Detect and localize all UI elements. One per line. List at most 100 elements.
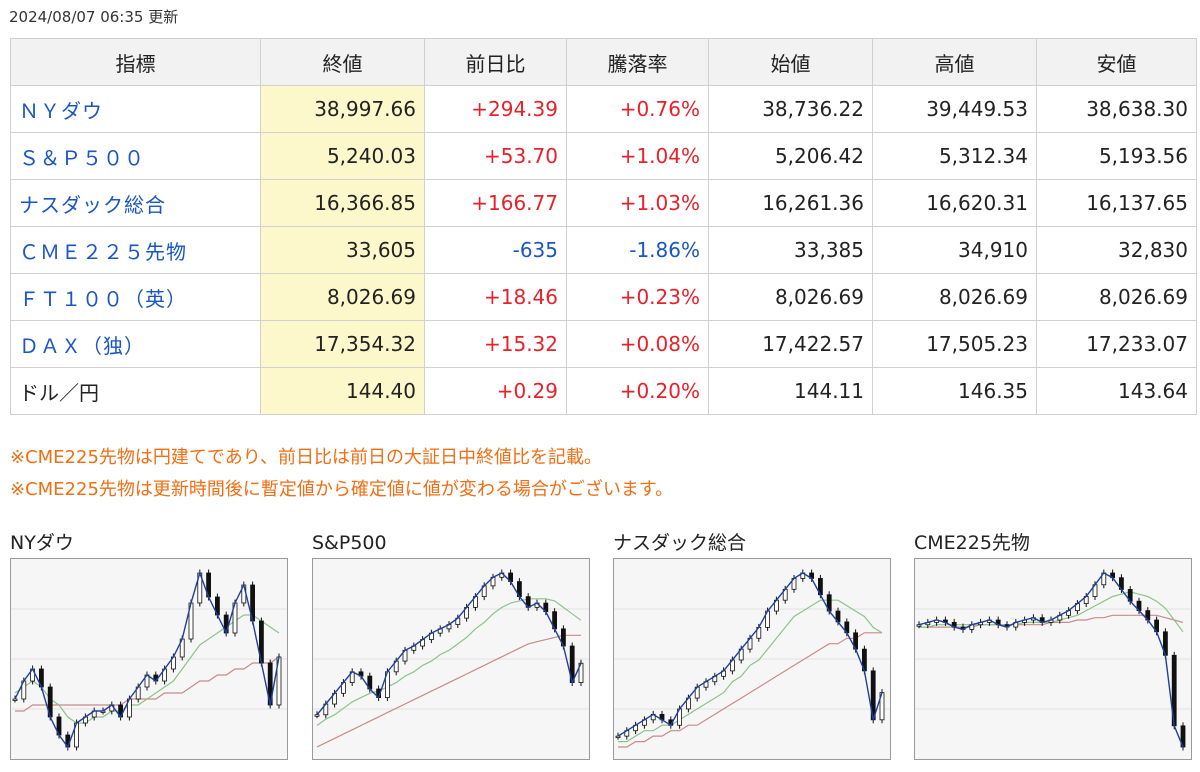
cell-high: 17,505.23 (872, 320, 1037, 368)
cell-rate: +0.20% (566, 367, 709, 415)
cell-open: 38,736.22 (708, 85, 873, 133)
cell-low: 8,026.69 (1036, 273, 1197, 321)
ma-mid-line (618, 599, 883, 743)
table-row: ＣＭＥ２２５先物 33,605 -635 -1.86% 33,385 34,910 32,8… (10, 226, 1197, 274)
cell-low: 16,137.65 (1036, 179, 1197, 227)
indicator-link[interactable]: ＦＴ１００（英） (19, 286, 187, 311)
cell-indicator: ＤＡＸ（独） (10, 320, 261, 368)
header-high: 高値 (872, 38, 1037, 86)
chart-area[interactable] (10, 558, 288, 760)
table-row: ＦＴ１００（英） 8,026.69 +18.46 +0.23% 8,026.69 8,02… (10, 273, 1197, 321)
cell-indicator: Ｓ＆Ｐ５００ (10, 132, 261, 180)
chart-title: ナスダック総合 (613, 532, 747, 554)
ma-mid-line (316, 598, 582, 726)
chart-area[interactable] (914, 558, 1192, 760)
table-row: ナスダック総合 16,366.85 +166.77 +1.03% 16,261.36 16… (10, 179, 1197, 227)
header-low: 安値 (1036, 38, 1197, 86)
ma-long-line (618, 632, 882, 748)
table-row: Ｓ＆Ｐ５００ 5,240.03 +53.70 +1.04% 5,206.42 5,312.… (10, 132, 1197, 180)
candle-body (615, 735, 621, 739)
header-rate: 騰落率 (566, 38, 709, 86)
chart-title: CME225先物 (914, 532, 1030, 554)
chart-cme225[interactable]: CME225先物 (914, 528, 1192, 760)
cell-close: 8,026.69 (260, 273, 425, 321)
indicator-link[interactable]: Ｓ＆Ｐ５００ (19, 145, 145, 170)
cell-change: +15.32 (424, 320, 567, 368)
cell-rate: -1.86% (566, 226, 709, 274)
cell-close: 33,605 (260, 226, 425, 274)
chart-area[interactable] (312, 558, 590, 760)
indicator-link[interactable]: ＮＹダウ (19, 98, 103, 123)
cell-rate: +0.23% (566, 273, 709, 321)
cell-open: 16,261.36 (708, 179, 873, 227)
cell-high: 16,620.31 (872, 179, 1037, 227)
cell-change: -635 (424, 226, 567, 274)
ma-short-line (617, 572, 883, 737)
header-indicator: 指標 (10, 38, 261, 86)
market-table: 指標 終値 前日比 騰落率 始値 高値 安値 ＮＹダウ 38,997.66 +294… (10, 38, 1197, 415)
cell-rate: +1.04% (566, 132, 709, 180)
cell-close: 5,240.03 (260, 132, 425, 180)
cell-change: +0.29 (424, 367, 567, 415)
cell-change: +294.39 (424, 85, 567, 133)
header-change: 前日比 (424, 38, 567, 86)
cell-indicator: ドル／円 (10, 367, 261, 415)
cell-close: 16,366.85 (260, 179, 425, 227)
chart-area[interactable] (613, 558, 891, 760)
cell-close: 38,997.66 (260, 85, 425, 133)
chart-svg (313, 569, 589, 748)
chart-title: S&P500 (312, 532, 387, 554)
header-open: 始値 (708, 38, 873, 86)
cell-high: 146.35 (872, 367, 1037, 415)
cell-high: 39,449.53 (872, 85, 1037, 133)
candle-body (916, 624, 922, 627)
chart-nydow[interactable]: NYダウ (10, 528, 288, 760)
chart-svg (614, 569, 890, 748)
cell-low: 143.64 (1036, 367, 1197, 415)
cell-close: 17,354.32 (260, 320, 425, 368)
indicator-label: ドル／円 (19, 380, 99, 405)
ma-long-line (316, 634, 581, 748)
cell-high: 34,910 (872, 226, 1037, 274)
cell-high: 5,312.34 (872, 132, 1037, 180)
cell-open: 144.11 (708, 367, 873, 415)
chart-nasdaq[interactable]: ナスダック総合 (613, 528, 891, 760)
indicator-link[interactable]: ＤＡＸ（独） (19, 333, 145, 358)
indicator-link[interactable]: ＣＭＥ２２５先物 (19, 239, 187, 264)
header-close: 終値 (260, 38, 425, 86)
cell-close: 144.40 (260, 367, 425, 415)
table-row: ＤＡＸ（独） 17,354.32 +15.32 +0.08% 17,422.57 17,5… (10, 320, 1197, 368)
cell-indicator: ＣＭＥ２２５先物 (10, 226, 261, 274)
cell-low: 17,233.07 (1036, 320, 1197, 368)
note-cme-yen: ※CME225先物は円建てであり、前日比は前日の大証日中終値比を記載。 (10, 447, 603, 468)
cell-high: 8,026.69 (872, 273, 1037, 321)
indicator-link[interactable]: ナスダック総合 (19, 192, 166, 217)
chart-title: NYダウ (10, 532, 74, 554)
ma-short-line (14, 570, 280, 749)
ma-short-line (918, 572, 1184, 748)
chart-svg (915, 569, 1191, 751)
cell-rate: +1.03% (566, 179, 709, 227)
table-row: ＮＹダウ 38,997.66 +294.39 +0.76% 38,736.22 39,44… (10, 85, 1197, 133)
cell-change: +18.46 (424, 273, 567, 321)
candle-body (12, 698, 18, 701)
note-cme-provisional: ※CME225先物は更新時間後に暫定値から確定値に値が変わる場合がございます。 (10, 479, 674, 500)
cell-low: 32,830 (1036, 226, 1197, 274)
cell-open: 17,422.57 (708, 320, 873, 368)
update-timestamp: 2024/08/07 06:35 更新 (9, 8, 179, 26)
candle-body (314, 714, 320, 717)
cell-indicator: ＮＹダウ (10, 85, 261, 133)
chart-sp500[interactable]: S&P500 (312, 528, 590, 760)
cell-open: 33,385 (708, 226, 873, 274)
chart-svg (11, 569, 287, 751)
cell-indicator: ナスダック総合 (10, 179, 261, 227)
cell-open: 8,026.69 (708, 273, 873, 321)
table-body: ＮＹダウ 38,997.66 +294.39 +0.76% 38,736.22 39,44… (10, 85, 1197, 415)
cell-low: 5,193.56 (1036, 132, 1197, 180)
table-header-row: 指標 終値 前日比 騰落率 始値 高値 安値 (10, 38, 1197, 86)
table-row: ドル／円 144.40 +0.29 +0.20% 144.11 146.35 143.64 (10, 367, 1197, 415)
cell-rate: +0.76% (566, 85, 709, 133)
cell-low: 38,638.30 (1036, 85, 1197, 133)
cell-open: 5,206.42 (708, 132, 873, 180)
cell-change: +166.77 (424, 179, 567, 227)
